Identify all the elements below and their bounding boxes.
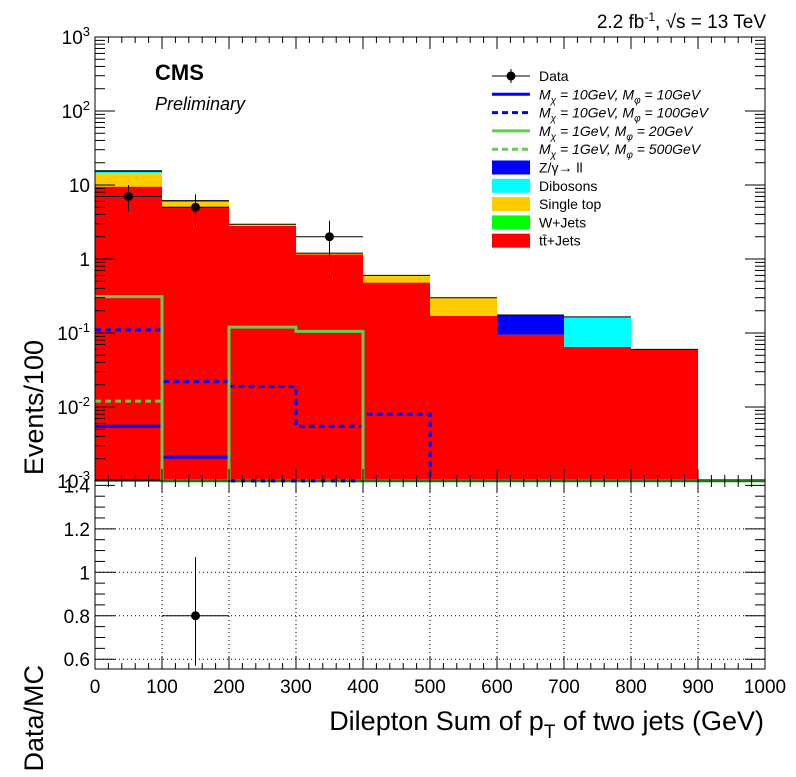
legend-label: tt̄+Jets	[539, 233, 581, 249]
legend-swatch	[492, 178, 530, 193]
ratio-pad-y-tick-labels: 0.6 0.8 1 1.2 1.4	[64, 476, 91, 671]
legend-item-9: tt̄+Jets	[492, 233, 581, 249]
data-point-1	[191, 202, 200, 212]
y-tick-label: 10-1	[57, 320, 90, 345]
ttjets-bar-6	[497, 334, 564, 481]
x-tick-label: 500	[414, 677, 446, 698]
x-tick-label: 600	[481, 677, 513, 698]
ratio-pad-ticks	[94, 481, 766, 669]
ratio-points	[162, 557, 229, 666]
main-pad-ticks	[94, 36, 766, 482]
legend-item-7: Single top	[492, 196, 601, 212]
legend-item-0: Data	[492, 68, 569, 84]
x-tick-label: 700	[548, 677, 580, 698]
dibosons-bar-0	[95, 171, 162, 174]
ttjets-bar-8	[631, 349, 698, 481]
ratio-y-axis-title: Data/MC	[19, 665, 49, 772]
ratio-grid	[95, 481, 765, 669]
dibosons-bar-7	[564, 316, 631, 347]
x-tick-label: 800	[615, 677, 647, 698]
ttjets-bar-2	[229, 225, 296, 481]
legend-label: Z/γ→ ll	[539, 160, 583, 176]
ratio-y-tick-label: 1	[79, 563, 90, 584]
x-tick-label: 400	[347, 677, 379, 698]
ratio-y-tick-label: 0.8	[64, 607, 90, 628]
zgamma-bar-6	[497, 315, 564, 335]
legend-swatch	[492, 215, 530, 230]
data-point-0	[124, 191, 133, 201]
ratio-y-tick-label: 1.4	[64, 476, 91, 497]
ttjets-bar-7	[564, 346, 631, 481]
ttjets-bar-5	[430, 315, 497, 481]
ratio-y-tick-label: 1.2	[64, 520, 90, 541]
data-point-2	[325, 232, 334, 242]
main-pad: 10-3 10-2 10-1 1 10 102 103 CMS Preliminary Da…	[19, 24, 766, 493]
x-tick-label: 300	[280, 677, 312, 698]
legend-label: Mχ = 10GeV, Mφ = 100GeV	[539, 105, 710, 125]
legend-label: Mχ = 1GeV, Mφ = 500GeV	[539, 141, 702, 161]
ttjets-bar-4	[363, 282, 430, 481]
ttjets-bar-3	[296, 254, 363, 481]
singletop-bar-5	[430, 297, 497, 316]
legend-label: Mχ = 10GeV, Mφ = 10GeV	[539, 86, 702, 106]
main-y-axis-title: Events/100	[19, 340, 49, 475]
legend-label: W+Jets	[539, 214, 586, 230]
legend-item-6: Dibosons	[492, 178, 597, 194]
x-tick-label: 200	[213, 677, 245, 698]
legend-marker-dot	[506, 71, 516, 81]
ttjets-bar-1	[162, 207, 229, 481]
legend-label: Mχ = 1GeV, Mφ = 20GeV	[539, 123, 694, 143]
x-tick-label: 100	[146, 677, 178, 698]
legend-item-2: Mχ = 10GeV, Mφ = 100GeV	[492, 105, 710, 125]
preliminary-label: Preliminary	[155, 94, 246, 114]
x-tick-label: 0	[90, 677, 101, 698]
singletop-bar-2	[229, 224, 296, 226]
legend-item-3: Mχ = 1GeV, Mφ = 20GeV	[492, 123, 694, 143]
zgamma-bar-0	[95, 170, 162, 172]
legend-item-1: Mχ = 10GeV, Mφ = 10GeV	[492, 86, 702, 106]
legend-label: Data	[539, 68, 569, 84]
legend-item-8: W+Jets	[492, 214, 586, 230]
stacked-histograms	[95, 170, 765, 482]
legend-swatch	[492, 197, 530, 212]
cms-label: CMS	[155, 60, 204, 85]
lumi-label: 2.2 fb-1, √s = 13 TeV	[597, 10, 766, 33]
legend-label: Dibosons	[539, 178, 597, 194]
legend-swatch	[492, 160, 530, 175]
y-tick-label: 10	[69, 176, 90, 197]
legend-swatch	[492, 233, 530, 248]
y-tick-label: 103	[62, 24, 90, 49]
x-tick-label: 900	[682, 677, 714, 698]
main-pad-y-tick-labels: 10-3 10-2 10-1 1 10 102 103	[57, 24, 90, 493]
y-tick-label: 10-2	[57, 394, 90, 419]
ratio-y-tick-label: 0.6	[64, 650, 90, 671]
x-tick-label: 1000	[744, 677, 786, 698]
y-tick-label: 10-3	[57, 468, 90, 493]
singletop-bar-4	[363, 275, 430, 283]
legend-item-5: Z/γ→ ll	[492, 160, 583, 176]
x-tick-labels: 0 100 200 300 400 500 600 700 800 900 1000	[90, 677, 786, 698]
data-points	[95, 185, 363, 279]
y-tick-label: 102	[62, 98, 90, 123]
ratio-pad: 0.6 0.8 1 1.2 1.4 0 100 200 300 400 500 600 700 800 9…	[19, 476, 786, 771]
legend-item-4: Mχ = 1GeV, Mφ = 500GeV	[492, 141, 702, 161]
y-tick-label: 1	[79, 250, 90, 271]
legend-label: Single top	[539, 196, 601, 212]
singletop-bar-0	[95, 173, 162, 187]
ratio-point	[191, 611, 200, 621]
x-axis-title: Dilepton Sum of pT of two jets (GeV)	[329, 706, 764, 743]
ttjets-bar-0	[95, 186, 162, 482]
